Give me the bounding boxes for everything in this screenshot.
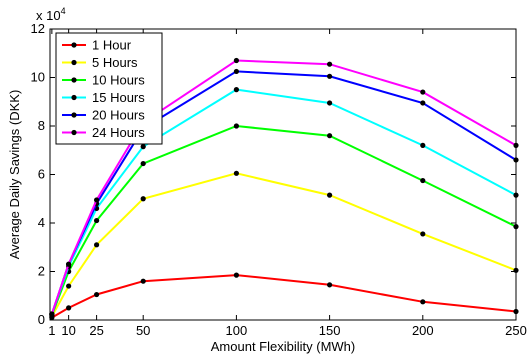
x-axis-title: Amount Flexibility (MWh) — [211, 339, 355, 354]
y-tick-label: 0 — [38, 312, 45, 327]
data-point — [140, 278, 146, 284]
data-point — [420, 142, 426, 148]
x-tick-label: 250 — [505, 323, 527, 338]
data-point — [327, 133, 333, 139]
legend-marker — [71, 42, 77, 48]
data-point — [66, 283, 72, 289]
y-tick-label: 6 — [38, 167, 45, 182]
data-point — [420, 100, 426, 106]
data-point — [327, 282, 333, 288]
y-tick-label: 2 — [38, 264, 45, 279]
data-point — [94, 291, 100, 298]
legend-box — [55, 32, 163, 145]
data-point — [420, 231, 426, 237]
data-point — [233, 272, 239, 278]
data-point — [94, 217, 100, 224]
legend-item: 10 Hours — [62, 73, 145, 88]
x-tick-label: 200 — [412, 323, 434, 338]
data-point — [94, 242, 100, 248]
legend-item: 24 Hours — [62, 125, 145, 140]
legend-label: 20 Hours — [92, 108, 145, 123]
x-tick-label: 150 — [319, 323, 341, 338]
data-point — [140, 196, 146, 202]
data-point — [233, 170, 239, 176]
data-point — [66, 305, 72, 311]
x-tick-label: 50 — [136, 323, 150, 338]
y-tick-label: 10 — [31, 70, 45, 85]
legend-item: 15 Hours — [62, 90, 145, 105]
data-point — [233, 57, 239, 64]
legend: 1 Hour 5 Hours 10 Hours 15 Hours 20 Hours 24 … — [55, 32, 163, 145]
legend-label: 1 Hour — [92, 38, 132, 53]
data-point — [49, 311, 55, 317]
y-axis-title: Average Daily Savings (DKK) — [7, 90, 22, 260]
plot-series — [49, 57, 519, 321]
series-line — [50, 59, 517, 315]
data-point — [327, 61, 333, 67]
data-point — [327, 100, 333, 106]
legend-item: 5 Hours — [62, 55, 138, 70]
legend-label: 24 Hours — [92, 125, 145, 140]
series-1-hour — [49, 272, 519, 321]
legend-marker — [71, 77, 77, 83]
legend-label: 10 Hours — [92, 73, 145, 88]
data-point — [420, 299, 426, 305]
series-line — [50, 124, 517, 316]
legend-label: 15 Hours — [92, 90, 145, 105]
legend-marker — [71, 112, 77, 118]
legend-marker — [71, 129, 77, 136]
x-tick-label: 25 — [89, 323, 103, 338]
x-tick-label: 1 — [48, 323, 55, 338]
plot-frame — [49, 28, 517, 321]
series-line — [51, 172, 517, 317]
y-tick-label: 8 — [38, 118, 45, 133]
data-point — [233, 68, 239, 75]
data-point — [233, 123, 239, 129]
legend-marker — [71, 94, 77, 101]
series-5-hours — [49, 170, 519, 319]
legend-marker — [71, 59, 77, 66]
x-tick-label: 10 — [61, 323, 75, 338]
data-point — [94, 197, 100, 203]
series-line — [50, 88, 517, 315]
y-axis-ticks: 0 2 4 6 8 10 12 — [31, 21, 516, 327]
data-point — [140, 160, 146, 167]
series-line — [51, 274, 517, 319]
x-tick-label: 100 — [226, 323, 248, 338]
legend-item: 20 Hours — [62, 108, 145, 123]
data-point — [233, 87, 239, 93]
y-tick-label: 12 — [31, 21, 45, 36]
x-axis-ticks: 1 10 25 50 100 150 200 250 — [48, 29, 527, 338]
data-point — [66, 261, 72, 267]
legend-label: 5 Hours — [92, 55, 138, 70]
data-point — [140, 144, 146, 150]
data-point — [420, 89, 426, 95]
legend-item: 1 Hour — [62, 38, 132, 53]
y-tick-label: 4 — [38, 215, 45, 230]
data-point — [327, 73, 333, 79]
data-point — [420, 177, 426, 184]
data-point — [327, 192, 333, 198]
y-axis-multiplier: x 104 — [36, 6, 66, 23]
